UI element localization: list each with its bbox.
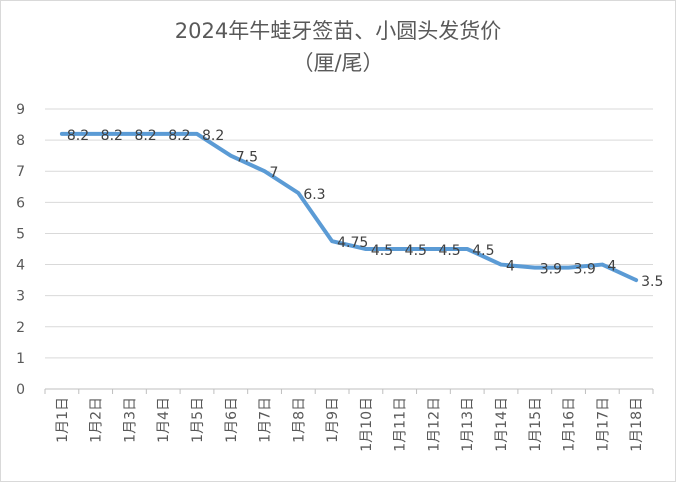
data-label: 4.5 xyxy=(438,243,460,259)
x-tick-label: 1月2日 xyxy=(89,397,105,443)
y-tick-label: 3 xyxy=(16,289,25,305)
x-tick-label: 1月7日 xyxy=(258,397,274,443)
x-tick-label: 1月17日 xyxy=(595,397,611,452)
x-tick-label: 1月16日 xyxy=(562,397,578,452)
x-tick-label: 1月11日 xyxy=(393,397,409,452)
data-label: 4.5 xyxy=(405,243,427,259)
y-tick-label: 0 xyxy=(16,382,25,398)
data-label: 4 xyxy=(506,259,515,275)
data-label: 3.9 xyxy=(574,262,596,278)
x-tick-label: 1月1日 xyxy=(55,397,71,443)
y-tick-label: 4 xyxy=(16,258,25,274)
x-tick-label: 1月3日 xyxy=(122,397,138,443)
chart-title: 2024年牛蛙牙签苗、小圆头发货价 xyxy=(174,19,502,43)
y-tick-label: 1 xyxy=(16,351,25,367)
y-tick-label: 5 xyxy=(16,226,25,242)
x-tick-label: 1月8日 xyxy=(291,397,307,443)
data-label: 4 xyxy=(607,259,616,275)
series-line xyxy=(59,131,639,283)
data-label: 7.5 xyxy=(236,150,258,166)
x-tick-label: 1月5日 xyxy=(190,397,206,443)
x-tick-label: 1月6日 xyxy=(224,397,240,443)
x-tick-label: 1月4日 xyxy=(156,397,172,443)
data-label: 8.2 xyxy=(134,128,156,144)
data-label: 3.5 xyxy=(641,274,663,290)
y-tick-label: 2 xyxy=(16,320,25,336)
data-label: 3.9 xyxy=(540,262,562,278)
data-label: 8.2 xyxy=(101,128,123,144)
x-tick-label: 1月18日 xyxy=(629,397,645,452)
x-tick-label: 1月10日 xyxy=(359,397,375,452)
data-label: 8.2 xyxy=(202,128,224,144)
data-label: 8.2 xyxy=(168,128,190,144)
data-label: 7 xyxy=(270,165,279,181)
data-label: 4.5 xyxy=(472,243,494,259)
data-label: 6.3 xyxy=(303,187,325,203)
data-label: 4.5 xyxy=(371,243,393,259)
x-tick-label: 1月13日 xyxy=(460,397,476,452)
y-tick-label: 9 xyxy=(16,102,25,118)
x-tick-label: 1月12日 xyxy=(426,397,442,452)
x-tick-label: 1月9日 xyxy=(325,397,341,443)
y-tick-label: 6 xyxy=(16,195,25,211)
x-tick-label: 1月15日 xyxy=(528,397,544,452)
y-tick-label: 7 xyxy=(16,164,25,180)
chart-title-block: 2024年牛蛙牙签苗、小圆头发货价 （厘/尾） xyxy=(1,15,675,79)
data-label: 4.75 xyxy=(337,235,368,251)
data-label: 8.2 xyxy=(67,128,89,144)
x-tick-label: 1月14日 xyxy=(494,397,510,452)
y-tick-label: 8 xyxy=(16,133,25,149)
chart-subtitle: （厘/尾） xyxy=(292,51,384,75)
